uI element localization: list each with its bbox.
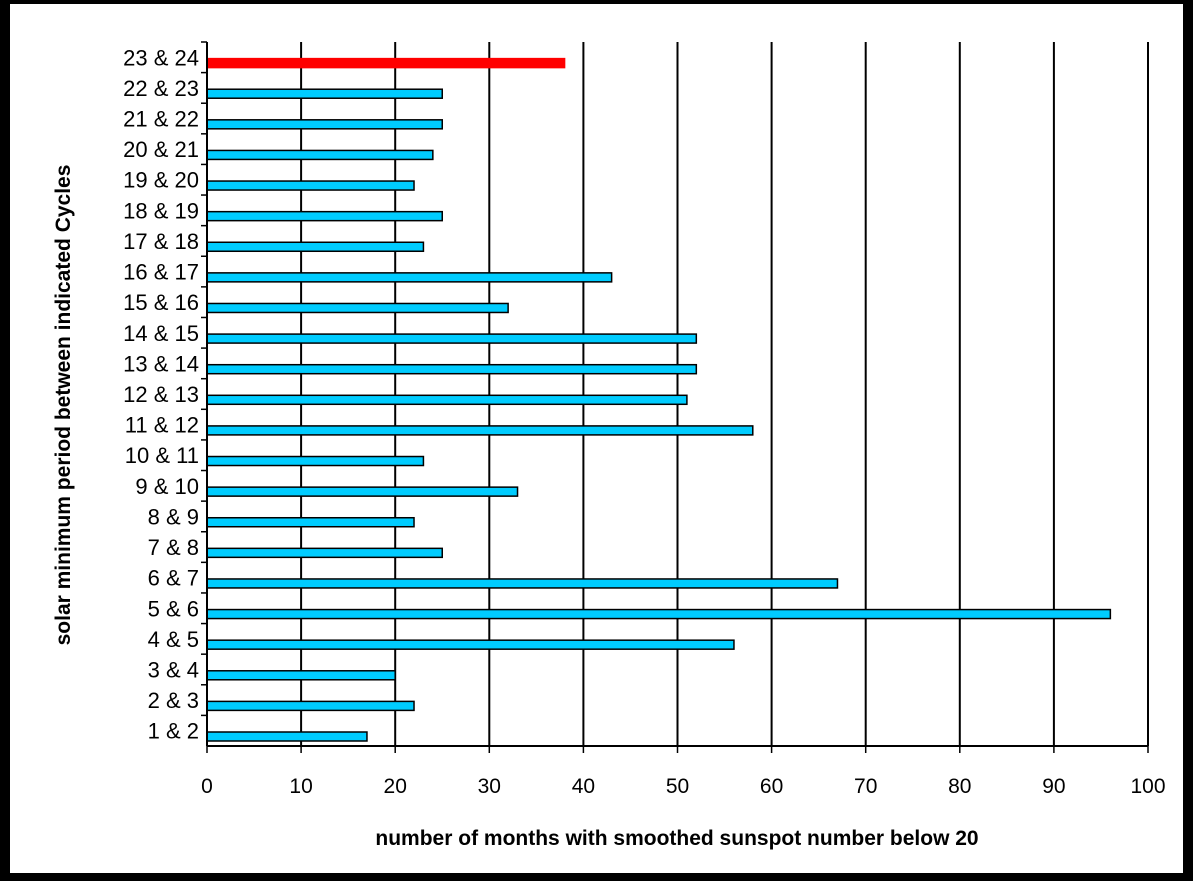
- category-label-11-12: 11 & 12: [125, 413, 199, 438]
- bar-21-22: [206, 119, 443, 130]
- x-tick-label-90: 90: [1042, 775, 1065, 798]
- category-label-23-24: 23 & 24: [123, 45, 199, 70]
- bar-23-24: [206, 57, 566, 69]
- bar-6-7: [206, 578, 839, 589]
- bar-4-5: [206, 639, 735, 650]
- y-axis-title: solar minimum period between indicated C…: [52, 165, 75, 646]
- x-tick-label-20: 20: [384, 775, 407, 798]
- category-label-12-13: 12 & 13: [123, 382, 199, 407]
- category-label-22-23: 22 & 23: [123, 76, 199, 101]
- bar-11-12: [206, 425, 754, 436]
- x-tick-label-40: 40: [572, 775, 595, 798]
- bar-7-8: [206, 547, 443, 559]
- category-label-9-10: 9 & 10: [135, 474, 199, 499]
- x-tick-label-80: 80: [948, 775, 971, 798]
- x-tick-label-60: 60: [760, 775, 783, 798]
- category-label-15-16: 15 & 16: [123, 290, 199, 315]
- bar-20-21: [206, 149, 434, 161]
- bar-5-6: [206, 608, 1112, 620]
- category-label-6-7: 6 & 7: [148, 566, 199, 591]
- category-label-17-18: 17 & 18: [123, 229, 199, 254]
- bar-2-3: [206, 700, 415, 712]
- bar-16-17: [206, 272, 613, 283]
- category-label-19-20: 19 & 20: [123, 168, 199, 193]
- x-tick-label-100: 100: [1130, 775, 1165, 798]
- category-label-21-22: 21 & 22: [123, 107, 199, 132]
- x-axis-title: number of months with smoothed sunspot n…: [375, 827, 978, 850]
- bar-14-15: [206, 333, 698, 344]
- category-label-7-8: 7 & 8: [148, 535, 199, 560]
- bar-1-2: [206, 731, 368, 742]
- bar-19-20: [206, 180, 415, 191]
- x-tick-label-0: 0: [201, 775, 213, 798]
- bar-18-19: [206, 210, 443, 222]
- category-label-18-19: 18 & 19: [123, 198, 199, 223]
- category-label-3-4: 3 & 4: [148, 657, 199, 682]
- category-label-1-2: 1 & 2: [148, 719, 199, 744]
- category-label-8-9: 8 & 9: [148, 504, 199, 529]
- category-label-4-5: 4 & 5: [148, 627, 199, 652]
- category-label-20-21: 20 & 21: [123, 137, 199, 162]
- bar-8-9: [206, 516, 415, 528]
- x-tick-label-30: 30: [478, 775, 501, 798]
- bar-10-11: [206, 455, 425, 467]
- category-label-10-11: 10 & 11: [125, 443, 199, 468]
- bar-22-23: [206, 88, 443, 99]
- category-label-5-6: 5 & 6: [148, 596, 199, 621]
- category-label-16-17: 16 & 17: [123, 260, 199, 285]
- bar-9-10: [206, 486, 519, 497]
- x-tick-label-50: 50: [666, 775, 689, 798]
- y-axis: 1 & 2 2 & 3 3 & 4 4 & 5 5 & 6 6 & 7 7 & 8 8 & 9…: [123, 41, 208, 746]
- bar-17-18: [206, 241, 425, 253]
- bar-12-13: [206, 394, 688, 406]
- bars: [206, 57, 1112, 742]
- x-axis: 0 10 20 30 40 50 60 70 80 90 100: [201, 745, 1166, 798]
- category-label-2-3: 2 & 3: [148, 688, 199, 713]
- bar-3-4: [206, 670, 396, 681]
- category-label-13-14: 13 & 14: [123, 351, 199, 376]
- x-tick-label-10: 10: [289, 775, 312, 798]
- bar-15-16: [206, 302, 509, 314]
- category-label-14-15: 14 & 15: [123, 321, 199, 346]
- x-tick-label-70: 70: [854, 775, 877, 798]
- bar-13-14: [206, 363, 698, 375]
